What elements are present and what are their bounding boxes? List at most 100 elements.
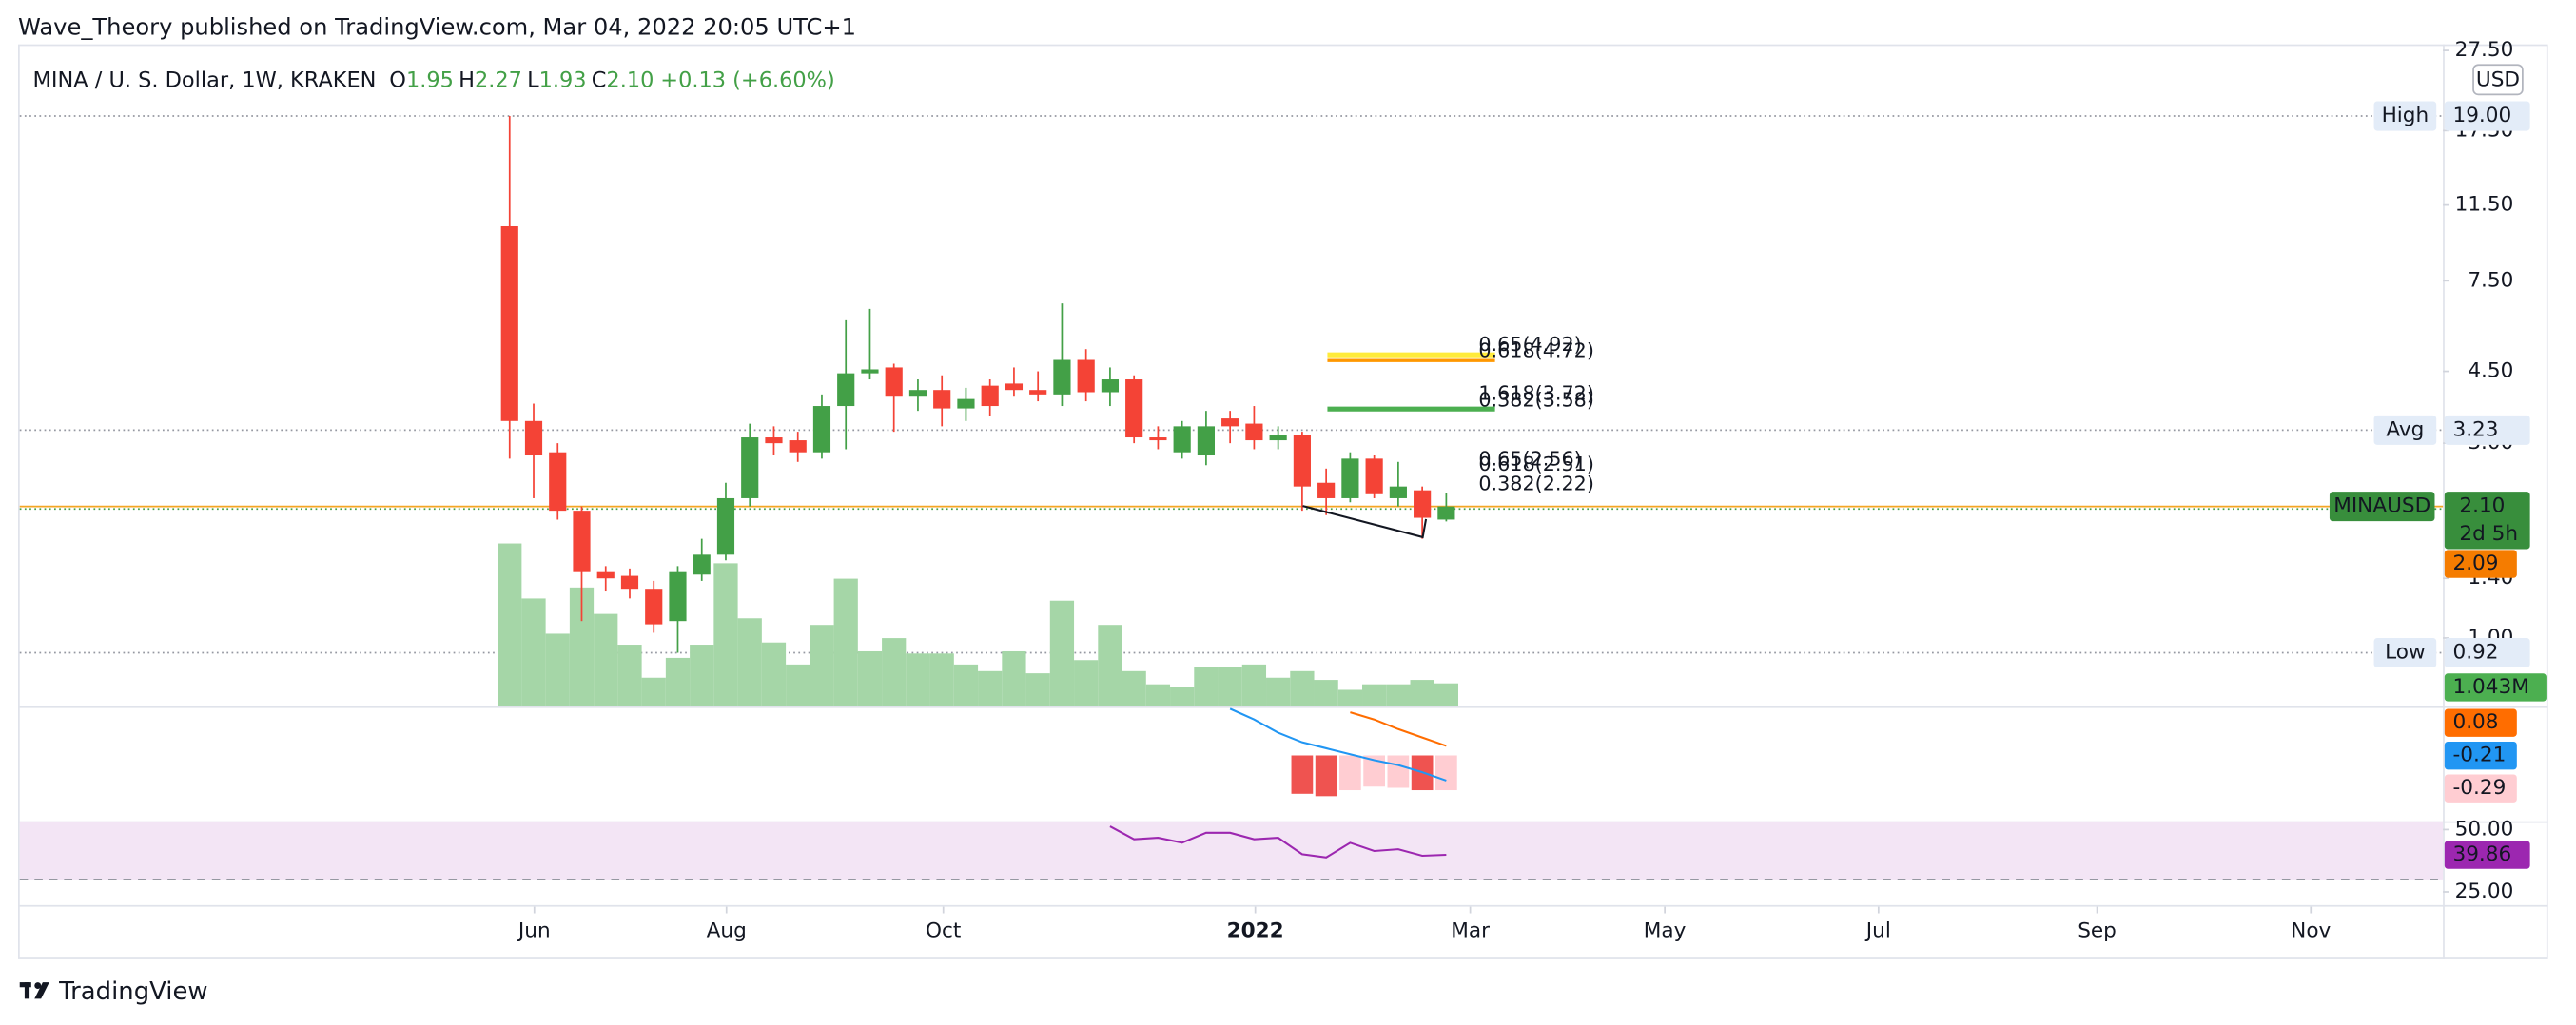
candle-body (741, 437, 759, 498)
chart-frame (17, 44, 2548, 959)
level-name-box (2373, 415, 2437, 445)
axis-badge (2444, 841, 2530, 869)
candle-body (500, 225, 518, 421)
candle-body (1389, 486, 1407, 498)
volume-bar (1434, 683, 1458, 706)
fib-label: 1.618(3.72) (1478, 382, 1594, 405)
level-value-box (2444, 101, 2530, 131)
rsi-band (19, 821, 2444, 880)
candle-body (1317, 482, 1336, 498)
countdown: 2d 5h (2459, 522, 2518, 546)
front-layer: High 19.00 Avg 3.23 Low 0.92 0.65(4.92)0.618(4… (1478, 101, 2547, 869)
level-name: Low (2385, 640, 2425, 664)
level-name-box (2373, 101, 2437, 131)
candle-body (1221, 418, 1239, 427)
candle-body (933, 390, 951, 409)
candle-body (1149, 437, 1167, 441)
level-value: 19.00 (2452, 104, 2511, 127)
volume-bar (1266, 677, 1291, 706)
volume-bar (617, 645, 642, 706)
level-name: Avg (2386, 417, 2424, 441)
ohlc-key: C (592, 68, 607, 92)
volume-bar (545, 633, 570, 706)
candle-body (1269, 435, 1287, 441)
volume-bar (978, 670, 1003, 706)
candle-body (1293, 435, 1311, 487)
axis-badge-label: 0.08 (2452, 710, 2498, 734)
axis-badge-label: 39.86 (2452, 842, 2511, 866)
trend-line (1302, 505, 1428, 539)
volume-bar (1098, 625, 1122, 706)
level-name: High (2382, 104, 2430, 127)
x-tick-label: Aug (707, 919, 747, 943)
fib-label: 0.618(4.72) (1478, 339, 1594, 362)
last-price-box (2444, 492, 2530, 550)
candle-body (1437, 506, 1455, 520)
macd-histogram-bar (1387, 755, 1410, 788)
y-tick-label: 27.50 (2455, 38, 2514, 62)
level-value: 0.92 (2452, 640, 2498, 664)
volume-bar (1241, 664, 1267, 706)
back-layer: 27.5017.5011.507.504.503.001.401.00JunAu… (19, 38, 2514, 943)
candle-body (1125, 379, 1143, 438)
last-price-name-box (2329, 492, 2435, 522)
volume-bar (1386, 684, 1411, 706)
fib-label: 0.382(3.58) (1478, 389, 1594, 412)
candle-body (1101, 379, 1120, 393)
x-tick-label: Jun (517, 919, 551, 943)
macd-histogram-bar (1435, 755, 1457, 791)
axis-badge (2444, 550, 2517, 578)
level-name-box (2373, 637, 2437, 668)
x-tick-label: May (1644, 919, 1687, 943)
volume-bar (906, 653, 930, 706)
logo-part (34, 982, 49, 999)
volume-bar (1218, 667, 1242, 706)
volume-bar (1337, 689, 1363, 706)
axis-badge-label: -0.21 (2452, 744, 2506, 767)
y-tick-label: 7.50 (2468, 268, 2513, 292)
candle-body (1053, 359, 1071, 395)
candle-body (765, 437, 783, 444)
x-tick-label: Oct (926, 919, 961, 943)
volume-bar (810, 625, 834, 706)
volume-bar (929, 653, 954, 706)
x-tick-label: Mar (1451, 919, 1490, 943)
volume-badge-box (2444, 673, 2547, 702)
volume-bar (786, 664, 810, 706)
candle-body (861, 369, 879, 374)
ohlc-key: L (527, 68, 539, 92)
macd-histogram-bar (1315, 755, 1337, 797)
candle-body (812, 406, 831, 453)
last-price-name: MINAUSD (2333, 494, 2430, 518)
x-tick-label: Sep (2078, 919, 2117, 943)
candle-body (957, 398, 975, 409)
candle-body (573, 511, 591, 572)
y-tick-label: 50.00 (2455, 817, 2514, 841)
volume-bar (1002, 650, 1026, 706)
y-tick-label: 25.00 (2455, 880, 2514, 903)
level-value-box (2444, 415, 2530, 445)
volume-bar (761, 642, 787, 706)
volume-bar (1170, 687, 1195, 706)
axis-badge (2444, 774, 2517, 803)
rsi-line (1109, 825, 1447, 859)
volume-bar (1410, 680, 1434, 706)
candle-body (1414, 490, 1432, 518)
ohlc-key: H (459, 68, 475, 92)
candle-body (981, 385, 999, 407)
macd-histogram-bar (1291, 755, 1314, 794)
candle-body (524, 420, 543, 456)
volume-bar (521, 598, 546, 706)
logo-part (34, 982, 42, 989)
symbol-legend: MINA / U. S. Dollar, 1W, KRAKEN O1.95 H2.2… (33, 68, 835, 92)
volume-bar (1074, 660, 1099, 706)
candle-body (1197, 426, 1215, 456)
candle-body (908, 390, 927, 397)
axis-badge (2444, 708, 2517, 737)
x-tick-label: 2022 (1227, 919, 1284, 943)
macd-line (1229, 707, 1447, 782)
axis-badge (2444, 741, 2517, 770)
level-value-box (2444, 637, 2530, 668)
